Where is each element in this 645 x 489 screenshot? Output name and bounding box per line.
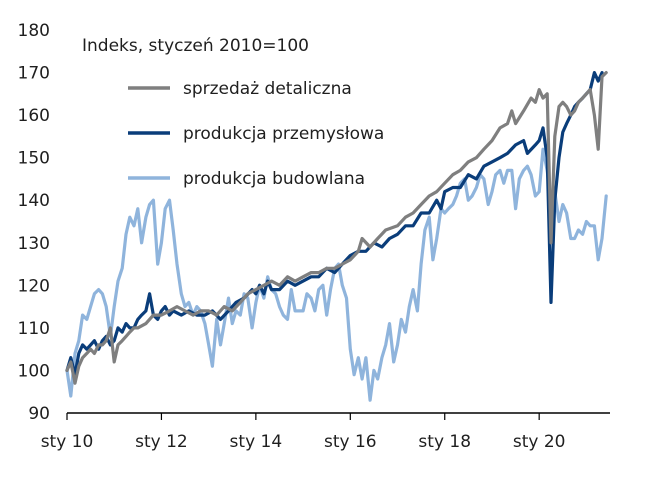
- x-tick-label: sty 18: [418, 432, 471, 452]
- y-axis-ticks: 90 100 110 120 130 140 150 160 170 180: [18, 21, 50, 424]
- legend: Indeks, styczeń 2010=100 sprzedaż detali…: [82, 36, 384, 189]
- x-axis-ticks: sty 10 sty 12 sty 14 sty 16 sty 18 sty 20: [41, 413, 566, 452]
- legend-items: sprzedaż detaliczna produkcja przemysłowa…: [128, 79, 384, 189]
- series-layer: [65, 71, 608, 402]
- chart-title: Indeks, styczeń 2010=100: [82, 36, 309, 56]
- y-tick-label: 120: [18, 276, 50, 296]
- y-tick-label: 170: [18, 64, 50, 84]
- x-tick-label: sty 14: [230, 432, 283, 452]
- y-tick-label: 180: [18, 21, 50, 41]
- series-line-1: [65, 71, 608, 385]
- y-tick-label: 150: [18, 149, 50, 169]
- y-tick-label: 160: [18, 106, 50, 126]
- x-tick-label: sty 10: [41, 432, 94, 452]
- series-line-2: [65, 71, 604, 377]
- y-tick-label: 90: [28, 404, 50, 424]
- legend-label: sprzedaż detaliczna: [183, 79, 352, 99]
- y-tick-label: 100: [18, 361, 50, 381]
- y-tick-label: 140: [18, 191, 50, 211]
- x-tick-label: sty 20: [513, 432, 566, 452]
- legend-label: produkcja budowlana: [183, 169, 365, 189]
- legend-label: produkcja przemysłowa: [183, 124, 384, 144]
- x-tick-label: sty 16: [324, 432, 377, 452]
- x-tick-label: sty 12: [135, 432, 188, 452]
- y-tick-label: 130: [18, 234, 50, 254]
- y-tick-label: 110: [18, 319, 50, 339]
